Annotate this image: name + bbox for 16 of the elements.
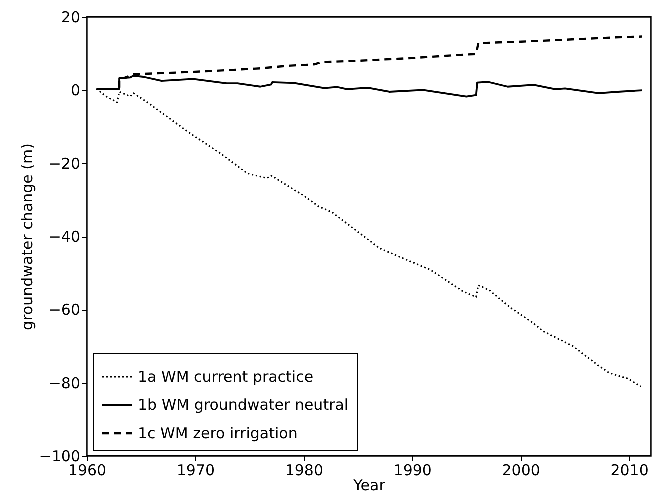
legend-label: 1b WM groundwater neutral [138,396,349,414]
x-tick-label: 1980 [285,462,324,480]
y-tick-label: −60 [48,301,80,320]
y-tick-label: −40 [48,228,80,246]
x-tick-label: 2000 [502,462,540,480]
x-axis-title: Year [352,476,386,494]
x-tick-label: 1970 [176,462,216,480]
y-tick-label: −20 [48,154,80,173]
legend-label: 1a WM current practice [138,368,314,386]
y-tick-label: −80 [48,374,80,392]
x-tick-label: 1990 [394,462,432,480]
legend-label: 1c WM zero irrigation [138,424,298,442]
y-axis-title: groundwater change (m) [18,144,36,330]
y-tick-label: 20 [61,8,80,26]
y-tick-label: 0 [70,82,80,100]
x-tick-label: 2010 [610,462,649,480]
